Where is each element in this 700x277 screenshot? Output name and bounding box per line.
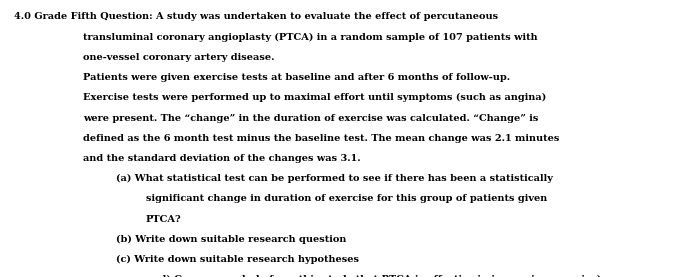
Text: PTCA?: PTCA? <box>146 215 181 224</box>
Text: defined as the 6 month test minus the baseline test. The mean change was 2.1 min: defined as the 6 month test minus the ba… <box>83 134 559 143</box>
Text: transluminal coronary angioplasty (PTCA) in a random sample of 107 patients with: transluminal coronary angioplasty (PTCA)… <box>83 33 537 42</box>
Text: (b) Write down suitable research question: (b) Write down suitable research questio… <box>116 235 346 244</box>
Text: (a) What statistical test can be performed to see if there has been a statistica: (a) What statistical test can be perform… <box>116 174 552 183</box>
Text: 4.0 Grade Fifth Question: A study was undertaken to evaluate the effect of percu: 4.0 Grade Fifth Question: A study was un… <box>14 12 498 21</box>
Text: were present. The “change” in the duration of exercise was calculated. “Change” : were present. The “change” in the durati… <box>83 114 538 122</box>
Text: significant change in duration of exercise for this group of patients given: significant change in duration of exerci… <box>146 194 547 203</box>
Text: and the standard deviation of the changes was 3.1.: and the standard deviation of the change… <box>83 154 360 163</box>
Text: (c) Write down suitable research hypotheses: (c) Write down suitable research hypothe… <box>116 255 358 264</box>
Text: Exercise tests were performed up to maximal effort until symptoms (such as angin: Exercise tests were performed up to maxi… <box>83 93 546 102</box>
Text: Patients were given exercise tests at baseline and after 6 months of follow-up.: Patients were given exercise tests at ba… <box>83 73 510 82</box>
Text: d) Can we conclude from this study that PTCA is effective in increasing exercise: d) Can we conclude from this study that … <box>146 275 601 277</box>
Text: one-vessel coronary artery disease.: one-vessel coronary artery disease. <box>83 53 274 62</box>
